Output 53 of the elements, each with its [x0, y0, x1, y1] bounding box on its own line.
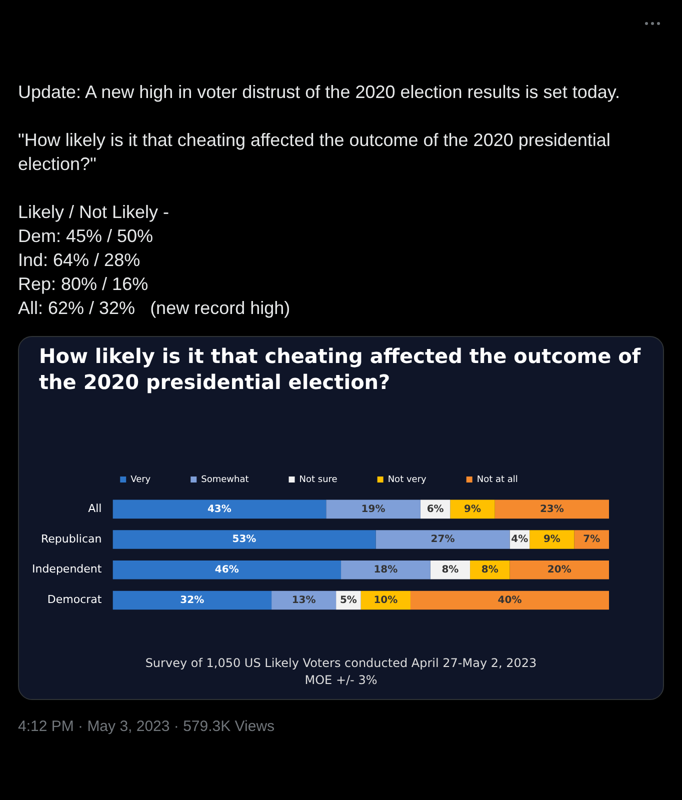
legend-label: Very: [130, 474, 152, 485]
legend-label: Somewhat: [201, 474, 250, 485]
data-label: 8%: [481, 564, 498, 576]
text: All: 62% / 32% (new record high): [18, 297, 292, 320]
data-label: 32%: [180, 594, 204, 606]
bar: [376, 530, 510, 549]
y-tick-label: All: [88, 502, 102, 516]
bar: [341, 560, 430, 580]
data-label: 13%: [292, 594, 316, 606]
text: "How likely is it that cheating affected the outcome of the 2020 presidential election?": [18, 129, 612, 176]
bar: [112, 590, 272, 610]
data-label: 8%: [442, 564, 459, 576]
legend-label: Not at all: [476, 474, 518, 485]
data-label: 19%: [361, 504, 386, 515]
text: Likely / Not Likely -: [18, 201, 170, 224]
data-label: 9%: [543, 534, 560, 546]
bar: [574, 530, 609, 549]
data-label: 9%: [464, 504, 482, 515]
data-label: 27%: [430, 534, 455, 546]
bar: [272, 590, 336, 610]
chart-title: How likely is it that cheating affected the outcome of the 2020 presidential election?: [38, 343, 642, 395]
y-tick-label: Republican: [40, 532, 102, 546]
text: Ind: 64% / 28%: [18, 249, 142, 272]
bar: [530, 530, 574, 549]
data-label: 43%: [207, 504, 232, 515]
legend-label: Not sure: [299, 474, 338, 485]
bar: [112, 530, 376, 549]
text: Dem: 45% / 50%: [18, 225, 154, 248]
bar: [326, 500, 420, 519]
text: 4:12 PM · May 3, 2023 · 579.3K Views: [18, 718, 276, 735]
data-label: 4%: [511, 534, 528, 546]
data-label: 46%: [214, 564, 239, 576]
data-label: 6%: [426, 504, 444, 515]
data-label: 18%: [374, 564, 398, 576]
text: Update: A new high in voter distrust of the 2020 election results is set today.: [18, 81, 622, 104]
bar: [494, 500, 609, 519]
text: Survey of 1,050 US Likely Voters conducted April 27-May 2, 2023: [144, 655, 538, 672]
bar: [112, 560, 342, 580]
y-tick-label: Independent: [32, 562, 102, 576]
bar: [112, 500, 326, 519]
data-label: 20%: [547, 564, 572, 576]
data-label: 10%: [374, 594, 398, 606]
bar: [410, 590, 609, 610]
y-tick-label: Democrat: [47, 593, 102, 606]
data-label: 7%: [583, 534, 600, 546]
data-label: 23%: [540, 504, 564, 515]
data-label: 40%: [498, 594, 522, 606]
bar: [510, 560, 609, 580]
text: Rep: 80% / 16%: [18, 273, 150, 296]
data-label: 5%: [340, 594, 357, 606]
text: MOE +/- 3%: [304, 672, 378, 689]
data-label: 53%: [232, 534, 256, 546]
legend-label: Not very: [388, 474, 428, 485]
